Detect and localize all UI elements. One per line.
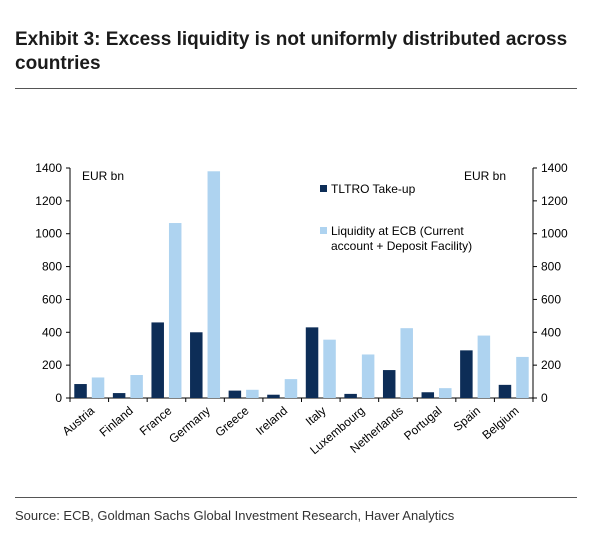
bar-liquidity (400, 328, 413, 398)
y-tick-label-left: 800 (42, 260, 62, 274)
bar-liquidity (361, 354, 375, 398)
y-tick-label-left: 1000 (35, 227, 62, 241)
y-tick-label-right: 400 (541, 325, 561, 339)
y-tick-label-left: 200 (42, 358, 62, 372)
x-tick-label: Spain (451, 404, 484, 434)
bar-tltro (382, 370, 396, 398)
bar-liquidity (130, 375, 143, 398)
bar-liquidity (439, 388, 452, 398)
y-axis-unit-left: EUR bn (82, 169, 124, 183)
source-divider (15, 497, 577, 498)
y-tick-label-right: 1200 (541, 194, 568, 208)
x-tick-label: Italy (303, 404, 329, 429)
legend-swatch-tltro (320, 185, 327, 192)
source-note: Source: ECB, Goldman Sachs Global Invest… (15, 508, 455, 523)
x-tick-label: Ireland (253, 404, 290, 438)
x-tick-label: Austria (60, 403, 98, 438)
bar-tltro (305, 327, 319, 398)
y-tick-label-right: 0 (541, 391, 548, 405)
bar-tltro (190, 332, 203, 398)
bar-liquidity (516, 356, 529, 398)
bar-liquidity (207, 171, 221, 398)
title-divider (15, 88, 577, 89)
bar-tltro (344, 393, 357, 398)
y-axis-unit-right: EUR bn (464, 169, 506, 183)
y-tick-label-right: 1400 (541, 161, 568, 175)
y-tick-label-left: 600 (42, 292, 62, 306)
legend-swatch-liquidity (320, 227, 327, 234)
x-tick-label: Belgium (479, 404, 521, 443)
bar-liquidity (477, 335, 491, 398)
y-tick-label-right: 600 (541, 292, 561, 306)
bar-tltro (267, 394, 280, 398)
legend-label-liquidity: Liquidity at ECB (Current account + Depos… (331, 224, 472, 253)
bar-tltro (151, 322, 164, 398)
y-tick-label-right: 1000 (541, 227, 568, 241)
bar-tltro (460, 350, 473, 398)
bar-liquidity (91, 377, 105, 398)
x-tick-label: Germany (166, 404, 213, 446)
bar-liquidity (323, 339, 336, 398)
x-tick-label: Finland (97, 404, 136, 440)
x-tick-label: Portugal (401, 404, 444, 443)
bar-tltro (228, 390, 242, 398)
y-tick-label-right: 800 (541, 260, 561, 274)
bar-tltro (421, 392, 435, 398)
x-tick-label: Greece (212, 403, 251, 439)
bar-tltro (74, 384, 87, 398)
y-tick-label-left: 1200 (35, 194, 62, 208)
y-tick-label-left: 0 (55, 391, 62, 405)
bar-tltro (498, 384, 512, 398)
bar-liquidity (246, 389, 259, 398)
page-title: Exhibit 3: Excess liquidity is not unifo… (15, 29, 568, 74)
y-tick-label-right: 200 (541, 358, 561, 372)
y-tick-label-left: 1400 (35, 161, 62, 175)
bar-liquidity (284, 379, 298, 398)
legend-label-tltro: TLTRO Take-up (331, 182, 416, 196)
y-tick-label-left: 400 (42, 325, 62, 339)
bar-tltro (112, 393, 126, 398)
bar-liquidity (168, 223, 182, 398)
